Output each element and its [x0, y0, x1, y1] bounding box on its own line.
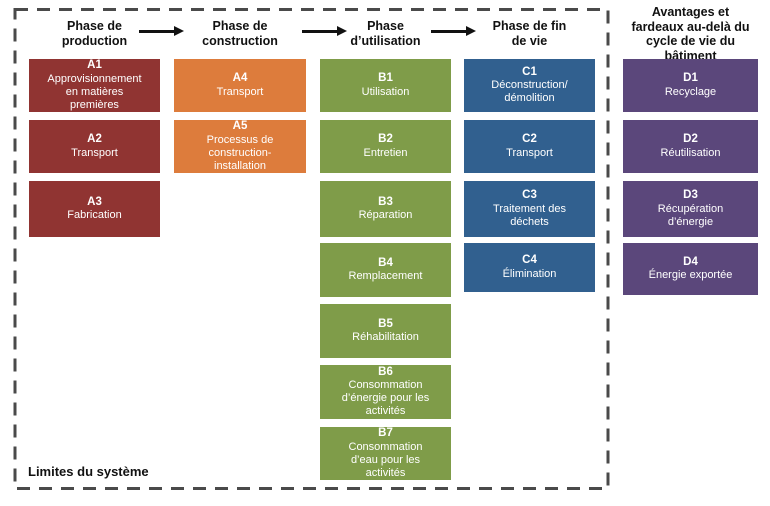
stage-code: A5	[232, 120, 248, 133]
stage-label: Transport	[71, 146, 118, 159]
stage-box-a3: A3 Fabrication	[29, 181, 160, 237]
stage-label: Transport	[506, 146, 553, 159]
stage-box-d2: D2 Réutilisation	[623, 120, 758, 173]
stage-code: C3	[522, 189, 537, 202]
stage-code: C1	[522, 65, 537, 78]
stage-code: C4	[522, 254, 537, 267]
stage-code: A4	[232, 72, 248, 85]
stage-box-a4: A4 Transport	[174, 59, 306, 112]
stage-code: B6	[378, 365, 393, 378]
arrow-head	[337, 26, 347, 36]
phase-header-use: Phase d’utilisation	[350, 19, 421, 48]
arrow-head	[174, 26, 184, 36]
stage-code: A1	[87, 59, 102, 72]
stage-code: B4	[378, 256, 393, 269]
stage-code: B2	[378, 133, 393, 146]
stage-box-b6: B6 Consommation d’énergie pour les activ…	[320, 365, 451, 419]
stage-code: D3	[683, 189, 698, 202]
arrow-right-icon	[431, 26, 476, 37]
stage-code: C2	[522, 133, 537, 146]
stage-box-d1: D1 Recyclage	[623, 59, 758, 112]
stage-box-a5: A5 Processus de construction- installati…	[174, 120, 306, 173]
stage-box-c3: C3 Traitement des déchets	[464, 181, 595, 237]
arrow-right-icon	[302, 26, 347, 37]
stage-label: Déconstruction/ démolition	[491, 79, 568, 105]
stage-label: Recyclage	[664, 85, 717, 98]
stage-box-c2: C2 Transport	[464, 120, 595, 173]
stage-code: D4	[683, 255, 698, 268]
stage-box-b5: B5 Réhabilitation	[320, 304, 451, 358]
phase-header-construction: Phase de construction	[202, 19, 278, 48]
stage-label: Énergie exportée	[648, 269, 733, 282]
stage-box-c1: C1 Déconstruction/ démolition	[464, 59, 595, 112]
stage-label: Remplacement	[348, 270, 423, 283]
stage-label: Fabrication	[67, 209, 122, 222]
stage-label: Processus de construction- installation	[206, 133, 274, 172]
stage-code: A3	[87, 195, 102, 208]
stage-box-b1: B1 Utilisation	[320, 59, 451, 112]
stage-code: B1	[378, 72, 393, 85]
system-boundary-label: Limites du système	[28, 464, 149, 479]
stage-box-a1: A1 Approvisionnement en matières premièr…	[29, 59, 160, 112]
stage-code: B7	[378, 427, 393, 440]
stage-box-b4: B4 Remplacement	[320, 243, 451, 297]
stage-box-b2: B2 Entretien	[320, 120, 451, 173]
stage-label: Consommation d’énergie pour les activité…	[341, 379, 430, 418]
stage-label: Élimination	[502, 267, 557, 280]
stage-label: Réhabilitation	[352, 331, 419, 344]
stage-box-b7: B7 Consommation d’eau pour les activités	[320, 427, 451, 480]
phase-header-beyond-lifecycle: Avantages et fardeaux au-delà du cycle d…	[631, 5, 750, 63]
stage-label: Réparation	[358, 209, 413, 222]
stage-code: B5	[378, 317, 393, 330]
stage-code: D2	[683, 133, 698, 146]
stage-label: Approvisionnement en matières premières	[47, 72, 142, 111]
stage-box-d3: D3 Récupération d’énergie	[623, 181, 758, 237]
stage-label: Récupération d’énergie	[657, 202, 724, 228]
stage-box-c4: C4 Élimination	[464, 243, 595, 292]
stage-label: Traitement des déchets	[493, 202, 566, 228]
stage-label: Réutilisation	[660, 146, 721, 159]
stage-code: D1	[683, 72, 698, 85]
stage-label: Utilisation	[361, 85, 410, 98]
stage-code: A2	[87, 133, 102, 146]
arrow-shaft	[431, 30, 468, 34]
stage-code: B3	[378, 195, 393, 208]
stage-box-a2: A2 Transport	[29, 120, 160, 173]
stage-label: Consommation d’eau pour les activités	[348, 440, 423, 479]
arrow-shaft	[139, 30, 176, 34]
stage-label: Transport	[216, 85, 264, 98]
arrow-shaft	[302, 30, 339, 34]
stage-box-d4: D4 Énergie exportée	[623, 243, 758, 295]
phase-header-end-of-life: Phase de fin de vie	[492, 19, 567, 48]
arrow-right-icon	[139, 26, 184, 37]
phase-header-production: Phase de production	[61, 19, 128, 48]
stage-label: Entretien	[363, 146, 408, 159]
arrow-head	[466, 26, 476, 36]
stage-box-b3: B3 Réparation	[320, 181, 451, 237]
